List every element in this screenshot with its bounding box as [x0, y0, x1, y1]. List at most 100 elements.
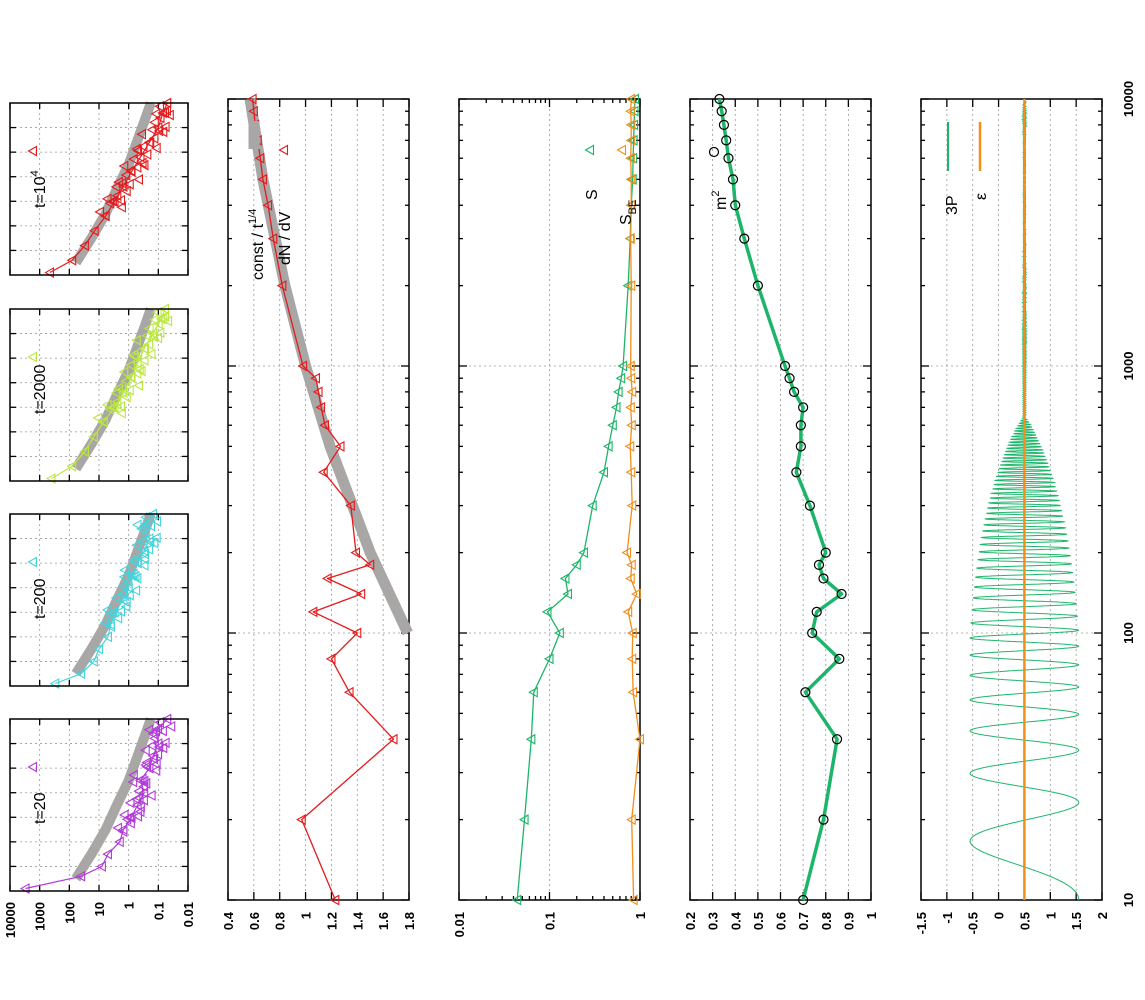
- y-tick-label: -1: [940, 912, 955, 924]
- spectrum-marker: [132, 347, 143, 358]
- m2-marker: [820, 547, 831, 558]
- spectrum-marker: [139, 553, 149, 565]
- dndv-marker: [364, 559, 375, 571]
- spectrum-marker: [138, 559, 149, 571]
- entropy-marker: [627, 173, 637, 185]
- spectrum-marker: [141, 330, 152, 342]
- spectrum-marker: [66, 254, 77, 266]
- spectrum-marker: [107, 401, 117, 413]
- spectrum-marker: [79, 446, 89, 457]
- spectrum-marker: [159, 121, 170, 133]
- spectrum-marker: [133, 792, 144, 804]
- plot-frame: [9, 513, 189, 687]
- entropy-marker: [578, 547, 588, 559]
- spectrum-marker: [151, 142, 161, 154]
- snapshot-y-tick-label: 0.1: [151, 902, 166, 920]
- snapshot-label: t=200: [32, 578, 49, 619]
- spectrum-marker: [105, 621, 115, 633]
- dndv-marker: [343, 686, 354, 698]
- entropy-marker: [562, 588, 573, 600]
- spectrum-marker: [121, 185, 131, 197]
- x-tick-label: 10: [1121, 893, 1136, 907]
- spectrum-marker: [118, 366, 129, 378]
- legend-marker-dndv: [278, 144, 289, 156]
- entropy-marker: [621, 547, 632, 559]
- m2-marker: [718, 119, 730, 130]
- entropy-marker: [625, 119, 636, 131]
- legend-label-sbe: SBE: [618, 200, 639, 225]
- y-tick-label: 0.01: [452, 912, 467, 937]
- spectrum-marker: [144, 137, 155, 149]
- spectrum-marker: [161, 104, 171, 116]
- dndv-marker: [345, 500, 355, 512]
- m2-marker: [800, 687, 811, 698]
- dndv-marker: [312, 386, 323, 398]
- spectrum-marker: [152, 723, 163, 735]
- spectrum-marker: [125, 165, 136, 177]
- entropy-marker: [598, 466, 609, 478]
- entropy-marker: [543, 653, 554, 665]
- panel-snapshot-t2000: t=2000: [9, 303, 189, 484]
- snapshot-y-tick-label: 10: [92, 902, 107, 916]
- spectrum-marker: [132, 810, 143, 822]
- spectrum-marker: [133, 380, 143, 391]
- spectrum-marker: [121, 391, 131, 403]
- entropy-marker: [624, 440, 635, 452]
- plot-frame: [227, 98, 410, 901]
- x-tick-label: 100: [1121, 622, 1136, 644]
- spectrum-marker: [127, 568, 138, 580]
- entropy-marker: [627, 894, 638, 906]
- legend-marker: [27, 556, 38, 568]
- entropy-marker: [587, 500, 597, 512]
- entropy-marker: [518, 814, 529, 826]
- spectrum-marker: [138, 787, 149, 799]
- entropy-marker: [602, 440, 613, 452]
- dndv-marker: [350, 547, 361, 559]
- legend-marker-s: [584, 144, 595, 156]
- spectrum-marker: [117, 580, 128, 592]
- dndv-marker: [257, 173, 267, 185]
- y-tick-label: 1.4: [350, 911, 365, 930]
- y-tick-label: 1.8: [402, 912, 417, 930]
- dndv-marker: [267, 233, 278, 245]
- dndv-marker: [297, 360, 308, 372]
- y-tick-label: 0.8: [819, 912, 834, 930]
- spectrum-marker: [116, 177, 127, 189]
- spectrum-marker: [159, 107, 170, 119]
- entropy-marker: [625, 372, 636, 384]
- spectrum-marker: [110, 592, 121, 604]
- entropy-marker: [554, 627, 564, 639]
- spectrum-marker: [124, 384, 134, 396]
- spectrum-marker: [138, 159, 149, 171]
- spectrum-marker: [165, 720, 176, 732]
- panel-m2: 1 0.9 0.8 0.7 0.6 0.5 0.4 0.3 0.2 m2: [683, 93, 879, 930]
- panel-dndv: 1.8 1.6 1.4 1.2 1 0.8 0.6 0.4 const / t1/4 dN / d…: [221, 93, 417, 930]
- spectrum-marker: [148, 132, 159, 144]
- spectrum-marker: [150, 764, 161, 776]
- spectrum-marker: [124, 178, 134, 190]
- spectrum-marker: [140, 518, 151, 530]
- spectrum-marker: [152, 748, 163, 760]
- spectrum-marker: [135, 801, 145, 813]
- plot-frame: [689, 98, 872, 901]
- dndv-marker: [315, 401, 326, 413]
- spectrum-marker: [102, 631, 112, 643]
- spectrum-marker: [151, 758, 161, 770]
- panel-snapshot-t20: t=20: [9, 713, 189, 894]
- y-tick-label: 0.8: [273, 912, 288, 930]
- spectrum-marker: [128, 153, 138, 165]
- m2-marker: [727, 174, 739, 185]
- plot-frame: [920, 98, 1103, 901]
- spectrum-marker: [112, 822, 122, 834]
- y-tick-label: 0.5: [751, 912, 766, 930]
- entropy-marker: [626, 653, 637, 665]
- legend-label-epsilon: ε: [973, 193, 990, 200]
- entropy-marker: [626, 559, 636, 571]
- spectrum-marker: [116, 201, 126, 213]
- m2-marker: [798, 402, 809, 413]
- legend: const / t1/4 dN / dV: [247, 121, 294, 280]
- legend-sup: 1/4: [247, 209, 259, 224]
- spectrum-marker: [101, 193, 112, 205]
- x-tick-label: 10000: [1121, 81, 1136, 117]
- spectrum-marker: [94, 206, 105, 218]
